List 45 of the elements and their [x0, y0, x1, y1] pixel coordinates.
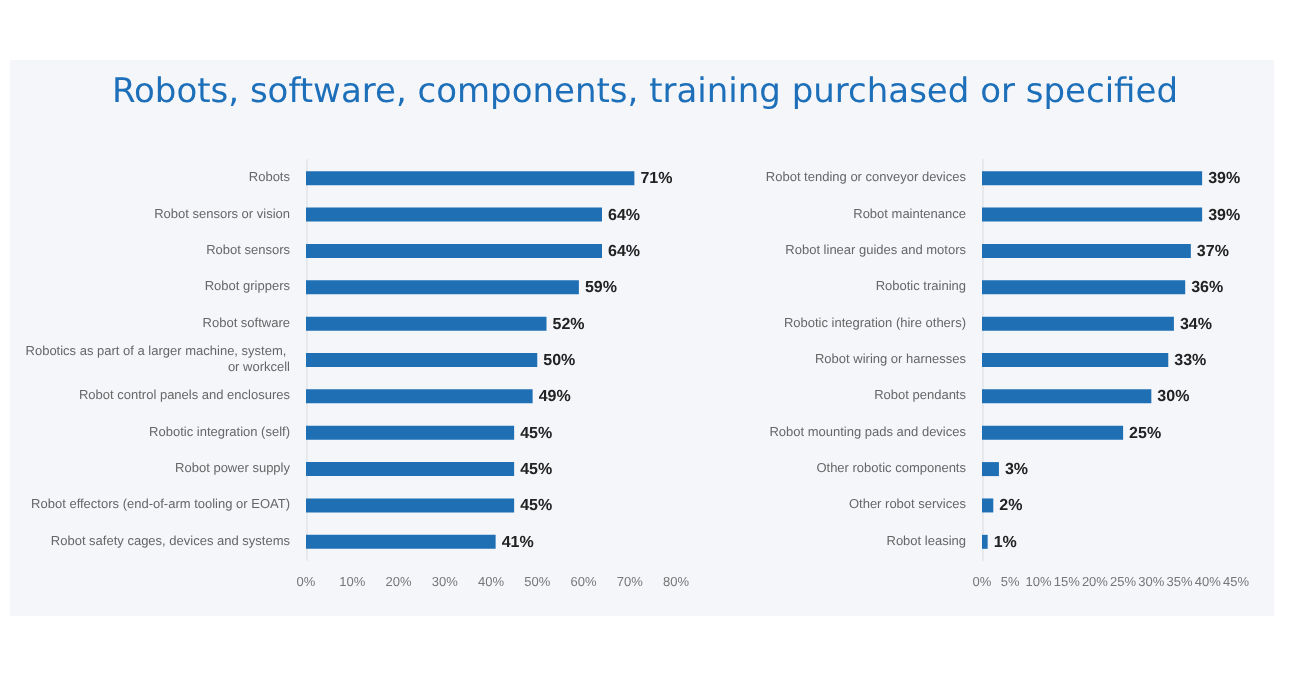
data-label: 30% [1157, 387, 1190, 406]
bar [982, 425, 1124, 440]
data-label: 37% [1196, 241, 1229, 260]
bar [306, 353, 538, 367]
bar [306, 462, 515, 477]
data-label: 50% [543, 351, 576, 369]
data-label: 1% [993, 532, 1017, 551]
bar [982, 462, 999, 477]
bar [982, 280, 1186, 295]
bar [982, 498, 994, 513]
data-label: 25% [1129, 423, 1162, 442]
data-label: 33% [1174, 351, 1207, 369]
chart-title: Robots, software, components, training purchased or specified [109, 72, 1181, 112]
data-label: 49% [538, 387, 571, 406]
bar [306, 207, 602, 222]
bar [982, 243, 1191, 258]
data-label: 64% [608, 205, 641, 224]
data-label: 36% [1191, 278, 1224, 297]
data-label: 52% [552, 314, 585, 333]
data-label: 64% [608, 241, 641, 260]
bar [306, 280, 579, 295]
bar [306, 534, 496, 549]
bar [982, 534, 988, 549]
bar [306, 389, 533, 404]
data-label: 41% [501, 532, 534, 551]
data-label: 45% [520, 423, 553, 442]
data-label: 2% [999, 496, 1023, 515]
bar [306, 171, 635, 186]
bar [982, 316, 1174, 331]
bar [982, 207, 1203, 222]
data-label: 39% [1208, 169, 1241, 188]
data-label: 34% [1179, 314, 1212, 333]
data-label: 71% [640, 169, 673, 188]
bar [306, 316, 547, 331]
bar [306, 243, 602, 258]
bar [306, 498, 515, 513]
data-label: 59% [584, 278, 617, 297]
data-label: 45% [520, 460, 553, 479]
data-label: 39% [1208, 205, 1241, 224]
data-label: 45% [520, 496, 553, 515]
bar [982, 171, 1203, 186]
bar [306, 425, 515, 440]
bar [982, 353, 1169, 367]
data-label: 3% [1004, 460, 1029, 479]
bar [982, 389, 1152, 404]
